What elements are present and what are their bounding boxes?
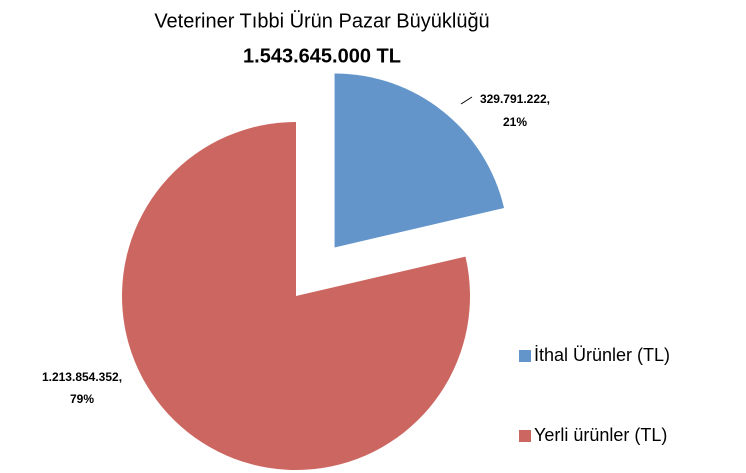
data-label: 329.791.222,: [480, 92, 550, 106]
leader-line: [460, 96, 473, 105]
chart-subtitle: 1.543.645.000 TL: [243, 45, 401, 67]
data-label: 21%: [503, 115, 527, 129]
legend-label: İthal Ürünler (TL): [534, 345, 670, 365]
legend-label: Yerli ürünler (TL): [534, 425, 667, 445]
data-label: 79%: [70, 392, 94, 406]
legend-swatch: [519, 430, 531, 442]
legend-swatch: [519, 350, 531, 362]
pie-slice: [334, 73, 505, 248]
data-label: 1.213.854.352,: [42, 370, 122, 384]
chart-title: Veteriner Tıbbi Ürün Pazar Büyüklüğü: [154, 10, 489, 32]
pie-slice: [122, 122, 471, 470]
